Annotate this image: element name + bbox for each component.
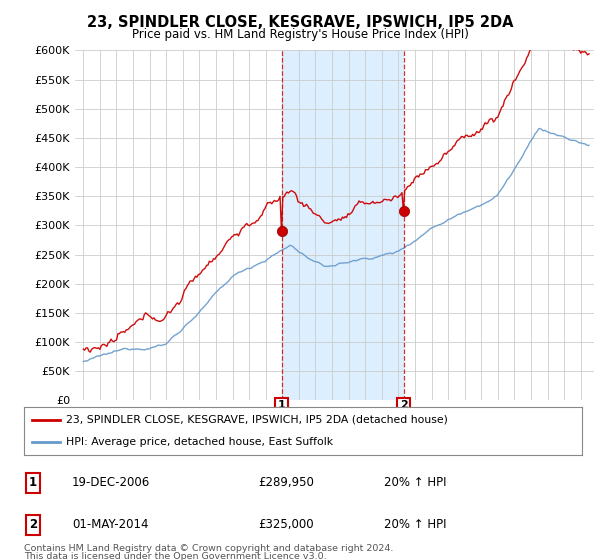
Text: Contains HM Land Registry data © Crown copyright and database right 2024.: Contains HM Land Registry data © Crown c… [24,544,394,553]
Text: HPI: Average price, detached house, East Suffolk: HPI: Average price, detached house, East… [66,437,333,447]
Text: 01-MAY-2014: 01-MAY-2014 [72,518,149,531]
Text: 1: 1 [29,476,37,489]
Text: 2: 2 [400,400,407,410]
Text: 20% ↑ HPI: 20% ↑ HPI [384,518,446,531]
Text: 23, SPINDLER CLOSE, KESGRAVE, IPSWICH, IP5 2DA (detached house): 23, SPINDLER CLOSE, KESGRAVE, IPSWICH, I… [66,415,448,425]
Text: Price paid vs. HM Land Registry's House Price Index (HPI): Price paid vs. HM Land Registry's House … [131,28,469,41]
Bar [282,50,404,400]
Text: £325,000: £325,000 [258,518,314,531]
Text: This data is licensed under the Open Government Licence v3.0.: This data is licensed under the Open Gov… [24,552,326,560]
Point [399,206,409,215]
Text: 2: 2 [29,518,37,531]
Text: 1: 1 [278,400,286,410]
Text: 20% ↑ HPI: 20% ↑ HPI [384,476,446,489]
Text: £289,950: £289,950 [258,476,314,489]
Point [277,227,287,236]
Text: 23, SPINDLER CLOSE, KESGRAVE, IPSWICH, IP5 2DA: 23, SPINDLER CLOSE, KESGRAVE, IPSWICH, I… [87,15,513,30]
Text: 19-DEC-2006: 19-DEC-2006 [72,476,150,489]
